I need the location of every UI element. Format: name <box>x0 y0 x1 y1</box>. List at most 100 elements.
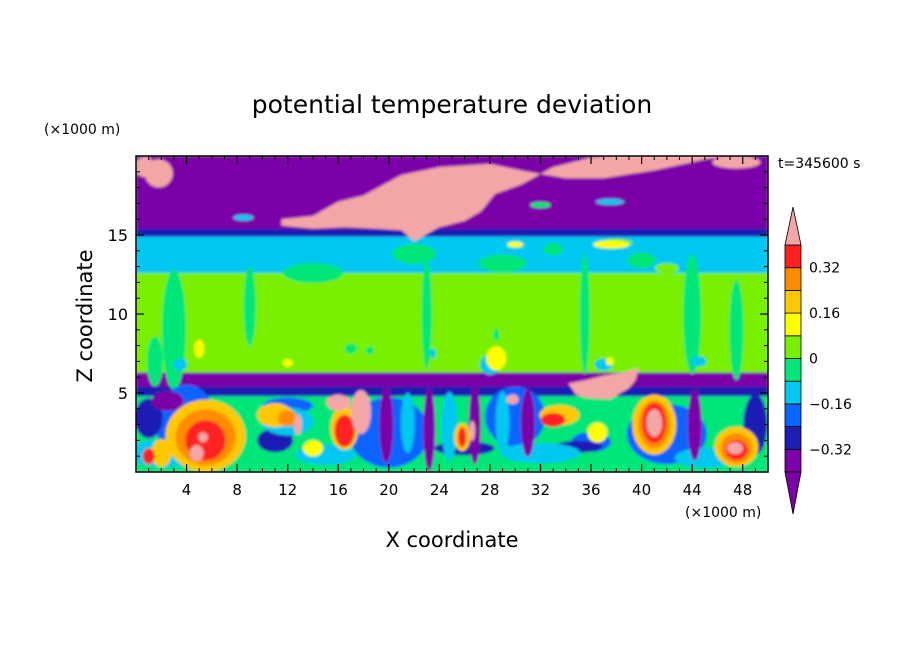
bl-warm-thermal <box>277 410 298 427</box>
x-tick-label: 48 <box>733 481 752 499</box>
mid-green-streak <box>243 266 256 347</box>
mid-yellow-patch <box>606 357 614 366</box>
mid-yellow-patch <box>486 346 507 371</box>
contour-field <box>136 156 768 472</box>
colorbar-arrow-top <box>784 206 802 246</box>
bl-warm-cap <box>197 432 208 443</box>
bl-purple-plume <box>379 386 394 463</box>
colorbar-arrow-bottom <box>784 471 802 515</box>
bl-warm-thermal <box>541 412 566 427</box>
z-tick-label: 15 <box>108 226 128 245</box>
mid-troposphere-layer <box>136 272 768 376</box>
bl-purple-plume <box>151 390 184 411</box>
z-tick-label: 10 <box>108 305 128 324</box>
bl-cyan-patch <box>500 443 581 464</box>
upper-green-patch <box>282 262 343 283</box>
upper-green-patch <box>543 243 564 256</box>
bl-purple-plume <box>468 384 481 465</box>
x-tick-label: 16 <box>329 481 348 499</box>
x-axis: 4 8 12 16 20 24 28 32 36 40 44 48 <box>148 156 756 499</box>
bl-warm-thermal <box>151 439 172 468</box>
chart-title: potential temperature deviation <box>252 90 652 119</box>
x-tick-label: 44 <box>683 481 702 499</box>
upper-lime-patch <box>654 263 679 274</box>
strat-warm-tongue <box>281 156 731 242</box>
mid-green-streak <box>729 279 744 380</box>
x-tick-label: 40 <box>632 481 651 499</box>
bl-cyan-plume <box>400 393 415 454</box>
bl-warm-thermal <box>142 448 155 465</box>
mid-green-streak <box>579 254 590 374</box>
colorbar-segment <box>784 289 802 314</box>
mid-green-streak <box>161 269 186 390</box>
bl-cyan-plume <box>441 392 458 461</box>
mid-cyan-patch <box>173 358 188 371</box>
colorbar-segment <box>784 312 802 337</box>
bl-warm-cap <box>568 367 640 400</box>
colorbar-segment <box>784 380 802 405</box>
colorbar-label: −0.16 <box>809 397 852 413</box>
bl-warm-thermal <box>334 414 355 447</box>
strat-cyan-streak <box>233 214 254 221</box>
mid-green-dot <box>365 346 374 355</box>
x-tick-label: 20 <box>379 481 398 499</box>
upper-yellow-streak <box>507 241 524 248</box>
bl-warm-cap <box>469 420 476 441</box>
strat-warm-spot <box>136 157 155 178</box>
bl-warm-cap <box>189 445 204 462</box>
colorbar-label: 0.16 <box>809 306 840 322</box>
bl-warm-cap <box>350 389 371 434</box>
tropopause-band <box>136 228 768 239</box>
x-axis-label: X coordinate <box>385 528 518 552</box>
mid-green-streak <box>146 336 163 387</box>
upper-green-patch <box>392 243 437 264</box>
z-tick-label: 5 <box>118 384 128 403</box>
strat-green-streak <box>530 201 551 208</box>
bl-warm-thermal <box>302 440 323 457</box>
bl-purple-plume <box>520 389 535 458</box>
upper-green-patch <box>627 252 656 269</box>
bl-cyan-plume <box>495 391 510 452</box>
colorbar-label: 0.32 <box>809 261 840 277</box>
mid-green-dot <box>493 328 500 341</box>
x-tick-label: 8 <box>232 481 242 499</box>
strat-warm-spot <box>712 156 761 169</box>
colorbar-segment <box>784 426 802 450</box>
mid-cyan-patch <box>690 356 707 367</box>
mid-cyan-patch <box>430 348 437 359</box>
mid-green-streak <box>421 259 432 369</box>
colorbar-segment <box>784 403 802 427</box>
colorbar-segment <box>784 358 802 382</box>
upper-green-patch <box>478 254 527 273</box>
x-tick-label: 4 <box>182 481 192 499</box>
z-axis-label: Z coordinate <box>73 249 97 382</box>
colorbar-segment <box>784 448 802 473</box>
x-tick-label: 32 <box>531 481 550 499</box>
bl-warm-cap <box>506 394 519 405</box>
strat-cyan-streak <box>596 198 624 205</box>
colorbar-segment <box>784 267 802 291</box>
mid-green-dot <box>344 343 357 354</box>
x-unit-label: (×1000 m) <box>685 505 761 521</box>
bl-navy-patch <box>136 398 163 439</box>
bl-warm-cap <box>727 442 744 455</box>
mid-yellow-patch <box>194 339 205 358</box>
x-tick-label: 36 <box>581 481 600 499</box>
plot-area <box>136 156 768 472</box>
mid-yellow-patch <box>282 358 293 367</box>
bl-purple-plume <box>423 387 436 472</box>
colorbar-label: 0 <box>809 352 818 368</box>
bl-warm-thermal <box>458 427 467 448</box>
z-unit-label: (×1000 m) <box>44 122 120 138</box>
z-axis: 5 10 15 <box>108 171 768 457</box>
x-tick-label: 12 <box>278 481 297 499</box>
x-tick-label: 24 <box>430 481 449 499</box>
bl-warm-cap <box>326 394 351 411</box>
inversion-lower-band <box>136 386 768 398</box>
bl-purple-plume <box>687 388 702 461</box>
colorbar-segment <box>784 335 802 359</box>
bl-warm-cap <box>646 409 663 438</box>
mid-green-streak <box>683 254 702 374</box>
bl-warm-thermal <box>587 422 608 443</box>
colorbar-segment <box>784 244 802 269</box>
